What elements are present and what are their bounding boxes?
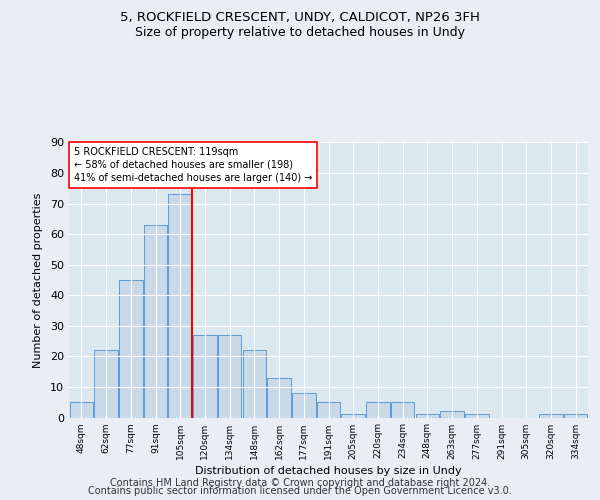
Text: Size of property relative to detached houses in Undy: Size of property relative to detached ho… — [135, 26, 465, 39]
Bar — [391, 402, 415, 417]
Bar — [317, 402, 340, 417]
X-axis label: Distribution of detached houses by size in Undy: Distribution of detached houses by size … — [195, 466, 462, 475]
Text: 5 ROCKFIELD CRESCENT: 119sqm
← 58% of detached houses are smaller (198)
41% of s: 5 ROCKFIELD CRESCENT: 119sqm ← 58% of de… — [74, 146, 313, 183]
Text: Contains HM Land Registry data © Crown copyright and database right 2024.: Contains HM Land Registry data © Crown c… — [110, 478, 490, 488]
Bar — [564, 414, 587, 418]
Bar — [70, 402, 93, 417]
Bar — [341, 414, 365, 418]
Bar — [169, 194, 192, 418]
Text: Contains public sector information licensed under the Open Government Licence v3: Contains public sector information licen… — [88, 486, 512, 496]
Bar — [465, 414, 488, 418]
Bar — [144, 225, 167, 418]
Bar — [193, 335, 217, 417]
Bar — [242, 350, 266, 418]
Bar — [268, 378, 291, 418]
Bar — [366, 402, 389, 417]
Bar — [119, 280, 143, 417]
Bar — [416, 414, 439, 418]
Y-axis label: Number of detached properties: Number of detached properties — [33, 192, 43, 368]
Bar — [94, 350, 118, 418]
Text: 5, ROCKFIELD CRESCENT, UNDY, CALDICOT, NP26 3FH: 5, ROCKFIELD CRESCENT, UNDY, CALDICOT, N… — [120, 11, 480, 24]
Bar — [539, 414, 563, 418]
Bar — [292, 393, 316, 417]
Bar — [218, 335, 241, 417]
Bar — [440, 412, 464, 418]
